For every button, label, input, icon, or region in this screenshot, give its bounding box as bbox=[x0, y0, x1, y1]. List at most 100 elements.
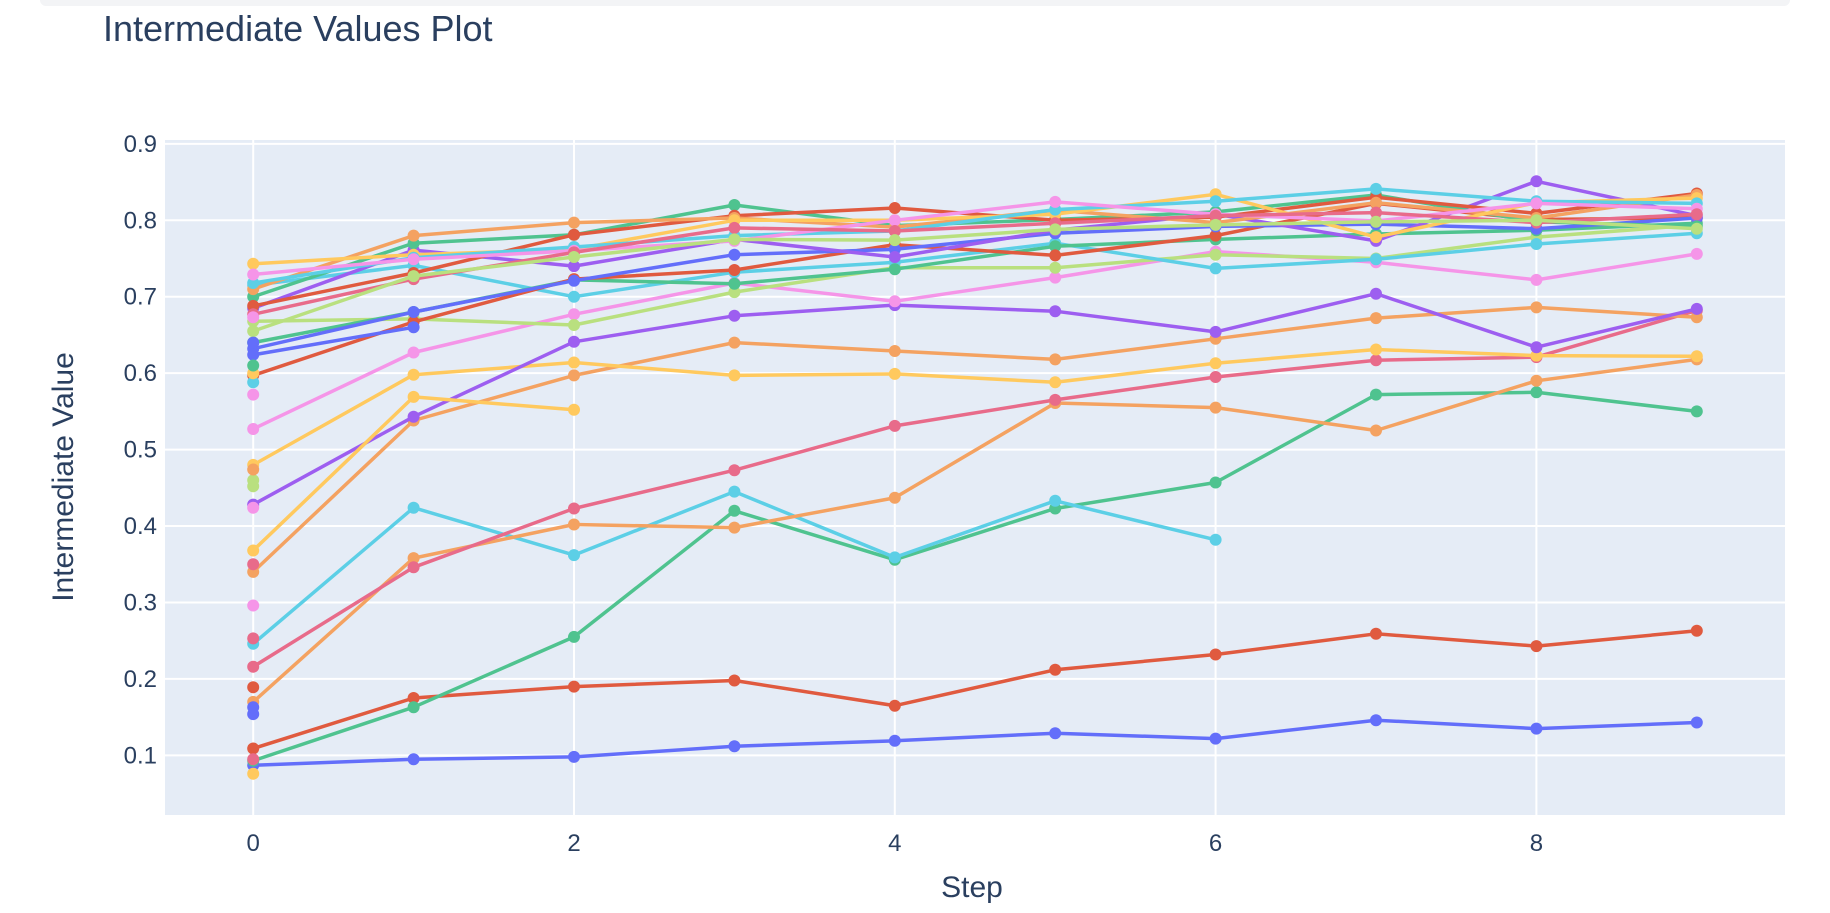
data-point bbox=[247, 742, 260, 755]
data-point bbox=[1209, 262, 1222, 275]
data-point bbox=[247, 753, 260, 766]
data-point bbox=[568, 369, 580, 382]
data-point bbox=[568, 308, 580, 321]
data-point bbox=[888, 419, 901, 432]
y-tick-label: 0.8 bbox=[124, 207, 157, 234]
data-point bbox=[888, 551, 901, 564]
data-point bbox=[728, 221, 741, 234]
data-point bbox=[1530, 341, 1543, 354]
data-point bbox=[247, 257, 260, 270]
data-point bbox=[407, 229, 420, 242]
data-point bbox=[888, 734, 901, 747]
data-point bbox=[728, 277, 741, 290]
data-point bbox=[1530, 273, 1543, 286]
data-point bbox=[1690, 405, 1703, 418]
data-point bbox=[1209, 371, 1222, 383]
data-point bbox=[568, 290, 580, 303]
x-tick-label: 8 bbox=[1530, 830, 1543, 857]
data-point bbox=[1049, 727, 1062, 740]
data-point bbox=[247, 299, 260, 312]
data-point bbox=[1530, 175, 1543, 188]
data-point bbox=[247, 681, 260, 694]
data-point bbox=[1530, 374, 1543, 387]
data-point bbox=[568, 335, 580, 348]
series-line bbox=[252, 629, 1697, 751]
data-point bbox=[568, 228, 580, 241]
data-point bbox=[728, 674, 741, 687]
y-axis-title: Intermediate Value bbox=[47, 352, 80, 602]
data-point bbox=[728, 336, 741, 349]
data-point bbox=[1209, 209, 1222, 222]
data-point bbox=[247, 376, 260, 389]
tick-labels: 0.1 0.2 0.3 0.4 0.5 0.6 0.7 0.8 0.9 0 2 4 6 8 bbox=[124, 131, 1543, 857]
data-point bbox=[1690, 716, 1703, 729]
data-point bbox=[1209, 648, 1222, 661]
data-point bbox=[888, 225, 901, 237]
data-point bbox=[1049, 376, 1062, 389]
data-point bbox=[568, 356, 580, 369]
data-point bbox=[888, 491, 901, 504]
data-point bbox=[568, 502, 580, 515]
data-point bbox=[1049, 271, 1062, 284]
series-line bbox=[253, 223, 1697, 327]
y-tick-label: 0.9 bbox=[124, 131, 157, 158]
data-point bbox=[888, 263, 901, 276]
data-point bbox=[247, 632, 260, 645]
x-tick-label: 4 bbox=[888, 830, 901, 857]
data-point bbox=[1530, 386, 1543, 399]
data-point bbox=[407, 306, 420, 318]
data-point bbox=[728, 464, 741, 477]
series-line bbox=[252, 187, 1697, 285]
data-point bbox=[1049, 663, 1062, 676]
series-25 bbox=[247, 214, 1703, 338]
series-10 bbox=[247, 390, 580, 557]
data-point bbox=[1530, 722, 1543, 735]
data-point bbox=[728, 521, 741, 534]
data-point bbox=[1530, 640, 1543, 653]
data-point bbox=[1049, 353, 1062, 366]
isolated-points bbox=[247, 311, 260, 780]
data-point bbox=[247, 325, 260, 338]
data-point bbox=[1370, 388, 1382, 401]
data-point bbox=[1049, 223, 1062, 236]
data-point bbox=[1530, 214, 1543, 227]
series-line bbox=[252, 218, 1697, 333]
data-point bbox=[1209, 248, 1222, 261]
series-2 bbox=[247, 624, 1703, 755]
data-point bbox=[407, 410, 420, 423]
data-point bbox=[1530, 238, 1543, 250]
data-point bbox=[1049, 240, 1062, 253]
data-point bbox=[407, 390, 420, 403]
data-point bbox=[1049, 393, 1062, 406]
y-tick-label: 0.3 bbox=[124, 589, 157, 616]
series-line bbox=[253, 200, 1697, 277]
data-point bbox=[1370, 215, 1382, 228]
data-point bbox=[1370, 312, 1382, 325]
data-point bbox=[728, 309, 741, 322]
data-point bbox=[407, 270, 420, 283]
series-line bbox=[252, 291, 1698, 507]
data-point bbox=[1049, 195, 1062, 208]
data-point bbox=[1049, 305, 1062, 318]
series-26 bbox=[247, 321, 420, 361]
y-tick-label: 0.7 bbox=[124, 284, 157, 311]
data-point bbox=[247, 268, 260, 281]
data-point bbox=[888, 251, 901, 263]
x-tick-label: 0 bbox=[247, 830, 260, 857]
data-point bbox=[1690, 350, 1703, 363]
data-point bbox=[247, 544, 260, 557]
data-point bbox=[247, 311, 260, 324]
data-point bbox=[407, 253, 420, 266]
series-line bbox=[252, 308, 1698, 669]
data-point bbox=[568, 274, 580, 287]
x-tick-label: 6 bbox=[1209, 830, 1222, 857]
data-point bbox=[1370, 231, 1382, 244]
data-point bbox=[728, 286, 741, 299]
series-line bbox=[252, 390, 1698, 763]
series-line bbox=[252, 249, 1698, 431]
y-tick-label: 0.4 bbox=[124, 513, 157, 540]
data-point bbox=[568, 251, 580, 263]
y-tick-label: 0.1 bbox=[124, 742, 157, 769]
data-point bbox=[1049, 249, 1062, 262]
data-point bbox=[728, 504, 741, 517]
